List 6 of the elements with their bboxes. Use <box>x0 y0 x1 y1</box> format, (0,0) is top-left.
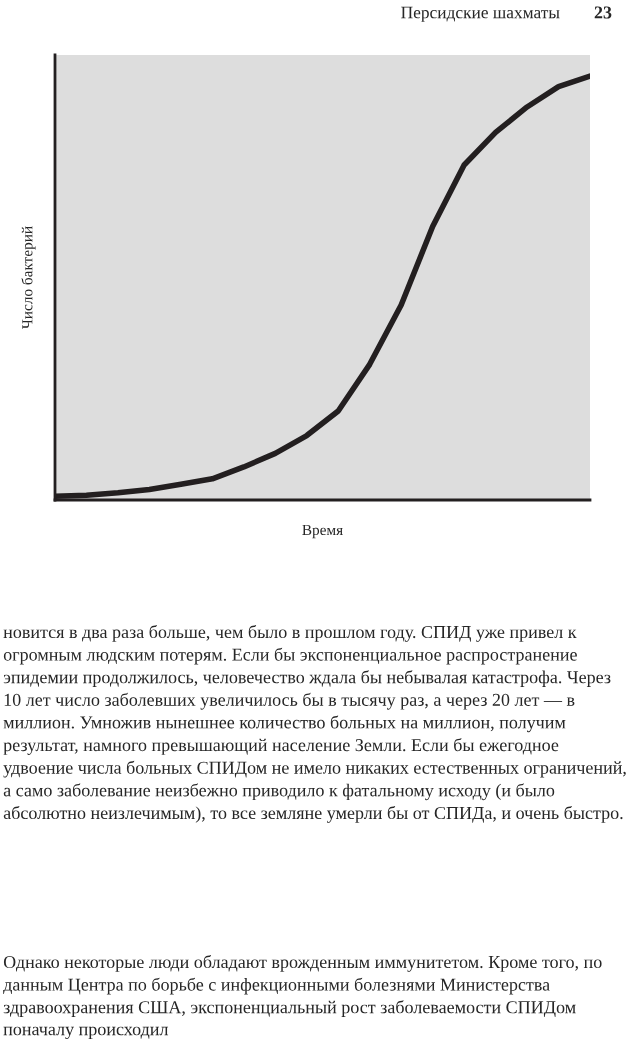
text: Однако некоторые люди обладают врожденным иммунитетом. Кроме того, по данным Центра по борьбе с инфекционными болезнями Министерства здравоохранения США, экспоненциальный рост заболеваемости СПИДом поначалу происходил <box>3 955 602 1040</box>
chart-title: Персидские шахматы <box>401 6 560 22</box>
x-axis-title: Время <box>302 524 343 539</box>
text: новится в два раза больше, чем было в прошлом году. СПИД уже привел к огромным людским потерям. Если бы экспоненциальное распространение эпидемии продолжилось, человечество ждала бы небывалая катастрофа. Через 10 лет число заболевших увеличилось бы в тысячу раз, а через 20 лет — в миллион. Умножив нынешнее количество больных на миллион, получим результат, намного превышающий население Земли. Если бы ежегодное удвоение числа больных СПИДом не имело никаких естественных ограничений, а само заболевание неизбежно приводило к фатальному исходу (и было абсолютно неизлечимым), то все земляне умерли бы от СПИДа, и очень быстро. <box>3 625 626 823</box>
text: 23 <box>594 6 612 19</box>
y-axis-title: Число бактерий <box>21 226 36 329</box>
